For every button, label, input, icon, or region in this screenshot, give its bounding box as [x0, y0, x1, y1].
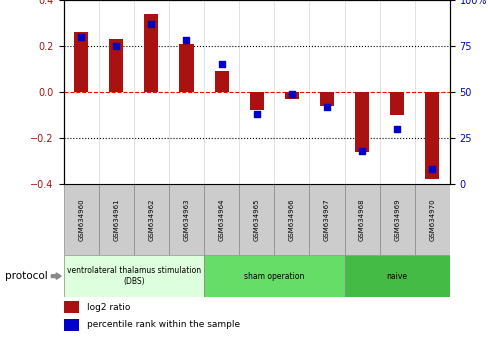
Point [323, 104, 330, 110]
Text: log2 ratio: log2 ratio [86, 303, 130, 312]
Point [287, 91, 295, 97]
Bar [109, 39, 123, 92]
Text: GSM634969: GSM634969 [393, 198, 399, 241]
Point [217, 62, 225, 67]
Text: GSM634963: GSM634963 [183, 198, 189, 241]
Text: GSM634966: GSM634966 [288, 198, 294, 241]
Bar [284, 92, 298, 99]
Text: protocol: protocol [5, 271, 47, 281]
Text: sham operation: sham operation [244, 272, 304, 281]
Text: GSM634967: GSM634967 [324, 198, 329, 241]
Bar [414, 184, 449, 255]
Bar [63, 301, 79, 313]
Point [147, 21, 155, 27]
Bar [379, 184, 414, 255]
Bar [249, 92, 263, 110]
Bar [309, 184, 344, 255]
Bar [214, 71, 228, 92]
Text: percentile rank within the sample: percentile rank within the sample [86, 320, 240, 330]
Bar [144, 14, 158, 92]
Point [392, 126, 400, 132]
Bar [99, 184, 134, 255]
Bar [203, 255, 344, 297]
Bar [319, 92, 333, 106]
Bar [63, 255, 203, 297]
Bar [179, 44, 193, 92]
Bar [203, 184, 239, 255]
Bar [63, 184, 99, 255]
Bar [389, 92, 404, 115]
Text: GSM634962: GSM634962 [148, 198, 154, 241]
Bar [239, 184, 274, 255]
Text: GSM634961: GSM634961 [113, 198, 119, 241]
Text: GSM634965: GSM634965 [253, 198, 259, 241]
Point [112, 43, 120, 49]
Text: ventrolateral thalamus stimulation
(DBS): ventrolateral thalamus stimulation (DBS) [66, 267, 201, 286]
Text: naive: naive [386, 272, 407, 281]
Point [427, 166, 435, 172]
Bar [63, 319, 79, 331]
Bar [274, 184, 309, 255]
Text: GSM634960: GSM634960 [78, 198, 84, 241]
Text: GSM634968: GSM634968 [358, 198, 365, 241]
Text: GSM634964: GSM634964 [218, 198, 224, 241]
Bar [74, 32, 88, 92]
Bar [344, 184, 379, 255]
Text: GSM634970: GSM634970 [428, 198, 434, 241]
Point [77, 34, 85, 40]
Bar [168, 184, 203, 255]
Point [182, 38, 190, 43]
Bar [354, 92, 368, 152]
Bar [344, 255, 449, 297]
Point [357, 148, 365, 154]
Bar [134, 184, 168, 255]
Bar [425, 92, 438, 179]
Point [252, 111, 260, 117]
